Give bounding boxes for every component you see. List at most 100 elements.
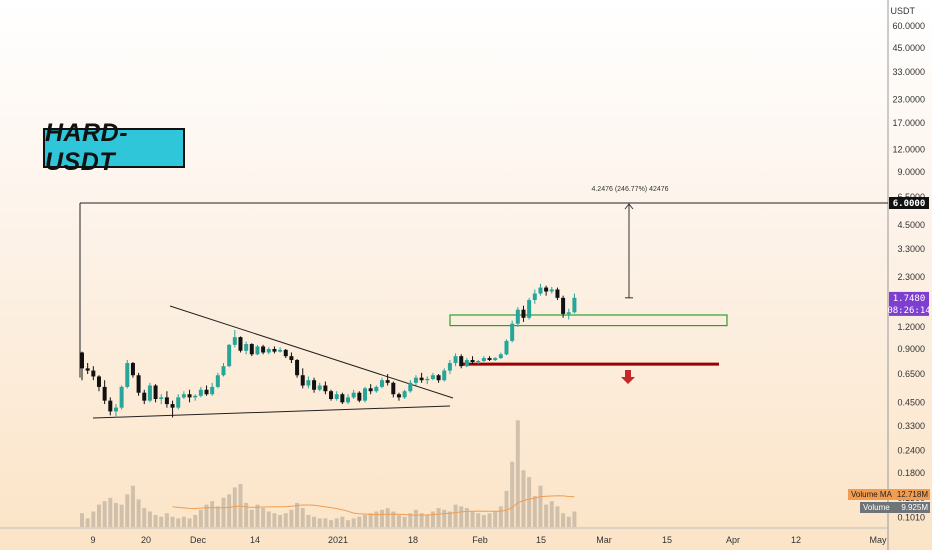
candle-body: [289, 356, 294, 361]
candle-body: [272, 349, 277, 352]
candle-body: [561, 297, 566, 314]
candle-body: [238, 337, 243, 351]
volume-bar: [130, 485, 135, 527]
candle-body: [147, 385, 152, 401]
candle-body: [532, 293, 537, 301]
candle-body: [102, 386, 107, 401]
target-price-badge: [889, 197, 929, 209]
x-tick-label: 14: [250, 535, 260, 545]
price-badges: 6.0000 1.7480 08:26:14 Volume MA 12.718M Volu…: [848, 197, 931, 513]
candle-body: [413, 377, 418, 383]
candle-body: [210, 386, 215, 395]
y-tick-label: 45.0000: [892, 43, 925, 53]
volume-bar: [481, 514, 486, 527]
y-tick-label: 2.3000: [897, 272, 925, 282]
y-tick-label: 23.0000: [892, 95, 925, 105]
down-arrow-icon: [621, 370, 635, 384]
volume-bar: [385, 508, 390, 527]
y-tick-label: 17.0000: [892, 118, 925, 128]
volume-bar: [91, 511, 96, 527]
volume-bar: [215, 506, 220, 527]
candle-body: [396, 394, 401, 398]
volume-bar: [459, 506, 464, 527]
candle-body: [425, 378, 430, 381]
volume-ma-line: [172, 495, 575, 516]
last-price-badge: [889, 291, 929, 316]
volume-bar: [147, 511, 152, 527]
volume-ma-badge: [848, 489, 930, 500]
candle-body: [255, 346, 260, 355]
volume-bar: [396, 514, 401, 527]
candle-body: [510, 323, 515, 341]
volume-bar: [85, 518, 90, 527]
volume-ma-value: 12.718M: [897, 490, 928, 499]
volume-bar: [164, 513, 169, 527]
y-tick-label: 6.5000: [897, 192, 925, 202]
candle-body: [385, 380, 390, 383]
candle-body: [572, 297, 577, 313]
candle-body: [436, 375, 441, 381]
candle-body: [470, 360, 475, 363]
volume-bar: [96, 504, 101, 527]
volume-bar: [521, 470, 526, 527]
candle-body: [566, 312, 571, 314]
pair-title-box: HARD-USDT: [43, 119, 185, 176]
candle-body: [232, 337, 237, 345]
volume-bar: [108, 497, 113, 527]
volume-bar: [113, 502, 118, 527]
candle-body: [312, 380, 317, 390]
candle-body: [476, 361, 481, 363]
candle-body: [221, 366, 226, 376]
candle-body: [136, 375, 141, 393]
candle-body: [487, 358, 492, 361]
volume-ma-layer: [172, 495, 575, 516]
candle-body: [96, 376, 101, 387]
volume-bar: [555, 506, 560, 527]
x-tick-label: 12: [791, 535, 801, 545]
volume-bar: [306, 514, 311, 527]
volume-bar: [504, 490, 509, 527]
candle-body: [278, 349, 283, 352]
volume-bar: [470, 511, 475, 527]
volume-bar: [125, 494, 130, 527]
x-tick-label: Dec: [190, 535, 207, 545]
volume-bar: [379, 509, 384, 527]
candle-body: [363, 388, 367, 401]
candle-body: [391, 382, 396, 395]
y-tick-label: 3.3000: [897, 244, 925, 254]
y-tick-label: 0.9000: [897, 344, 925, 354]
volume-bar: [498, 506, 503, 527]
candle-body: [442, 370, 447, 381]
candle-body: [498, 354, 503, 359]
volume-badge: [860, 502, 930, 513]
candle-body: [198, 389, 203, 396]
y-tick-label: 60.0000: [892, 21, 925, 31]
volume-bar: [351, 518, 356, 527]
y-tick-label: 0.3300: [897, 421, 925, 431]
candle-body: [527, 300, 532, 318]
candle-body: [227, 344, 232, 367]
volume-bar: [329, 520, 334, 527]
volume-bar: [357, 516, 362, 527]
volume-bar: [334, 518, 339, 527]
volume-bar: [532, 496, 537, 527]
y-tick-label: 0.1010: [897, 512, 925, 522]
volume-bar: [261, 508, 266, 527]
candle-body: [125, 363, 130, 387]
x-tick-label: 18: [408, 535, 418, 545]
candle-body: [419, 377, 424, 381]
volume-bar: [289, 509, 294, 527]
volume-bar: [487, 513, 492, 527]
candle-body: [453, 356, 458, 364]
y-tick-label: 4.5000: [897, 220, 925, 230]
volume-bar: [170, 516, 175, 527]
volume-bar: [181, 516, 186, 527]
candle-body: [181, 394, 186, 398]
candle-body: [244, 344, 249, 351]
candle-body: [481, 358, 486, 362]
y-tick-label: 33.0000: [892, 67, 925, 77]
volume-bar: [538, 485, 543, 527]
volume-bar: [227, 494, 232, 527]
